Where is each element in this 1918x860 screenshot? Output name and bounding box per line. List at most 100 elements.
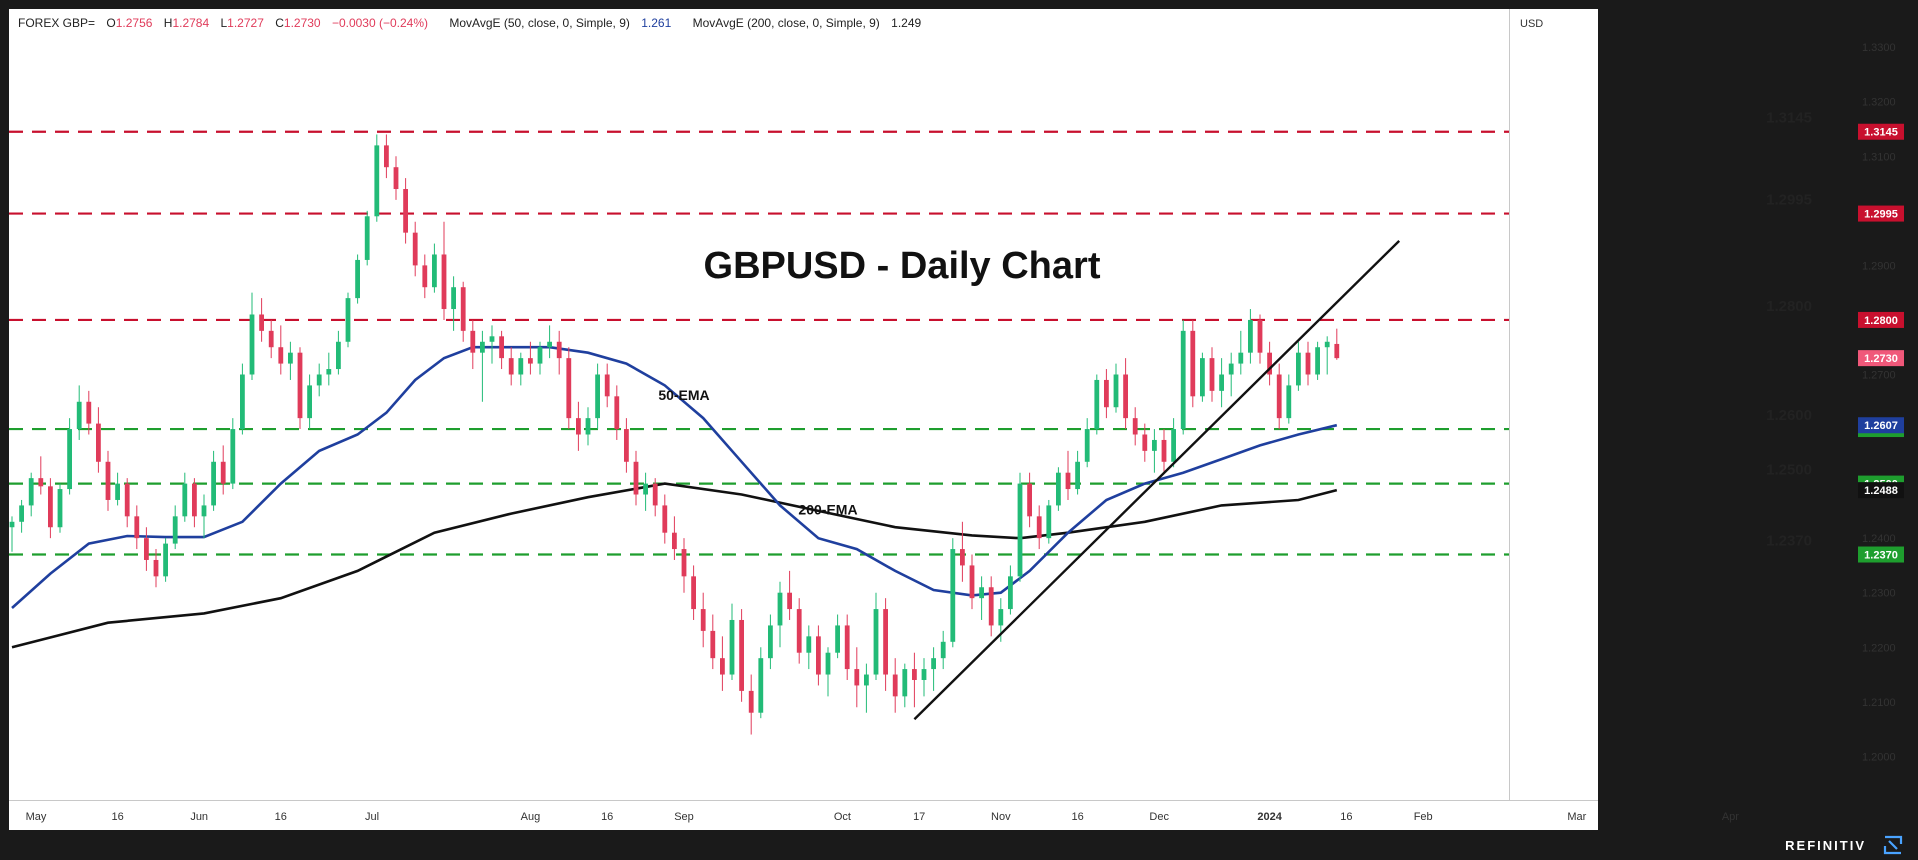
x-tick-label: Jun [190,811,208,823]
candle-down [86,401,92,424]
candle-down [134,516,140,539]
candle-down [38,478,44,487]
candle-down [844,625,850,670]
candle-up [777,592,783,626]
x-tick-label: 16 [111,811,123,823]
candle-down [384,145,389,168]
time-axis-background [9,801,1598,830]
candle-down [710,630,716,659]
candle-down [403,189,408,233]
candle-down [614,396,620,430]
candle-down [1142,434,1148,451]
candle-down [739,619,744,691]
candle-up [595,374,600,419]
candle-down [1334,343,1340,359]
y-tick-label: 1.2100 [1862,697,1896,709]
candle-down [259,314,264,331]
candle-up [1094,379,1100,430]
candle-up [374,145,380,217]
candle-up [873,609,879,675]
candle-up [355,259,360,299]
candle-down [153,559,159,577]
chart-title: GBPUSD - Daily Chart [704,245,1101,287]
x-tick-label: Dec [1149,811,1169,823]
candle-down [105,461,111,500]
x-tick-label: 16 [1340,811,1352,823]
price-tag: 1.2370 [1864,550,1898,562]
candle-up [9,521,15,528]
close-label: C [275,16,284,30]
candle-down [393,167,399,190]
candle-down [1036,516,1042,539]
level-label: 1.2370 [1766,533,1812,550]
candle-down [1132,418,1138,435]
level-label: 1.2500 [1766,462,1812,479]
candle-up [1200,358,1205,397]
candle-up [1286,385,1292,419]
candle-up [931,658,936,670]
candle-up [480,341,485,353]
x-tick-label: Nov [991,811,1011,823]
candle-up [1248,319,1253,353]
candle-up [864,674,869,686]
candle-down [624,429,629,462]
candle-down [892,674,898,697]
candle-up [230,429,236,484]
open-label: O [106,16,115,30]
candle-up [115,483,120,500]
candle-up [1084,429,1090,462]
candle-up [240,374,245,430]
candle-up [1296,352,1301,386]
x-tick-label: Aug [521,811,541,823]
candle-up [28,478,34,506]
candle-down [268,330,274,348]
x-tick-label: 2024 [1257,811,1282,823]
candle-down [1276,374,1282,419]
candle-down [1305,352,1311,375]
price-tag-bg [1858,546,1904,563]
change-value: −0.0030 (−0.24%) [332,16,428,30]
candle-up [1324,341,1330,348]
candle-down [220,461,226,484]
x-tick-label: Oct [834,811,851,823]
y-tick-label: 1.2400 [1862,533,1896,545]
candle-down [144,538,149,560]
candle-down [576,418,581,435]
y-tick-label: 1.2000 [1862,751,1896,763]
candle-up [489,336,495,342]
candle-down [48,486,53,528]
currency-label: USD [1520,18,1543,30]
ma200-label: MovAvgE (200, close, 0, Simple, 9) [693,16,880,30]
candle-up [249,314,255,375]
candle-down [672,532,677,550]
candle-down [499,336,504,359]
candle-up [835,625,840,653]
candle-up [326,369,332,375]
ema200-line [11,482,1338,649]
ma50-value: 1.261 [641,16,671,30]
candle-up [758,658,764,713]
price-tag-bg [1858,311,1904,328]
x-tick-label: 16 [601,811,613,823]
candle-down [124,483,130,517]
trendline [913,239,1401,721]
candle-down [556,341,562,359]
candle-up [518,358,524,375]
candle-up [451,287,456,310]
candle-up [1228,363,1234,375]
level-label: 1.3145 [1766,110,1812,127]
level-label: 1.2995 [1766,192,1812,209]
candle-up [768,625,773,659]
candle-down [1267,352,1272,375]
candle-up [67,429,72,490]
candle-down [960,549,965,566]
candle-up [902,669,908,697]
candle-down [297,352,303,419]
candle-up [825,652,831,675]
candle-up [307,385,312,419]
level-label: 1.2800 [1766,298,1812,315]
y-tick-label: 1.2200 [1862,642,1896,654]
y-tick-label: 1.2700 [1862,369,1896,381]
